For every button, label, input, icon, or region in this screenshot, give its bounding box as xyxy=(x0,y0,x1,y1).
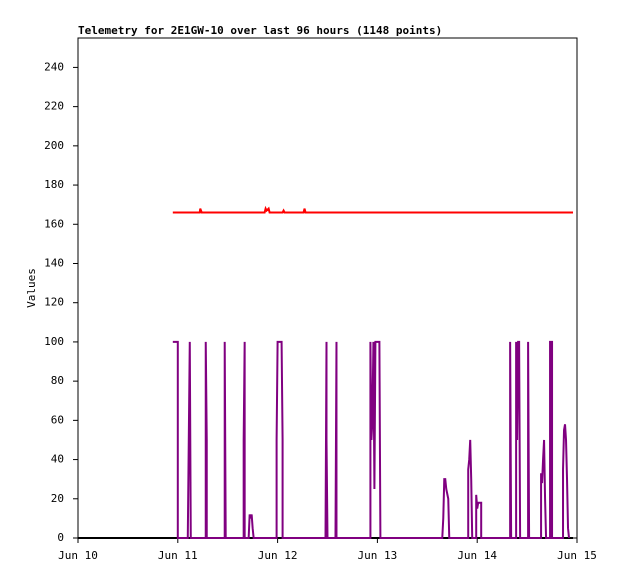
x-tick-label: Jun 10 xyxy=(58,549,98,562)
x-tick-label: Jun 11 xyxy=(158,549,198,562)
chart-title: Telemetry for 2E1GW-10 over last 96 hour… xyxy=(78,24,442,37)
y-tick-label: 180 xyxy=(44,178,64,191)
y-tick-label: 220 xyxy=(44,100,64,113)
series-line xyxy=(172,205,574,214)
y-axis-label: Values xyxy=(25,268,38,308)
x-tick-label: Jun 15 xyxy=(557,549,597,562)
series-line xyxy=(172,340,571,539)
y-tick-label: 240 xyxy=(44,60,64,73)
y-tick-label: 80 xyxy=(51,374,64,387)
y-tick-label: 140 xyxy=(44,256,64,269)
x-tick-label: Jun 12 xyxy=(258,549,298,562)
y-tick-label: 120 xyxy=(44,296,64,309)
y-tick-label: 40 xyxy=(51,453,64,466)
y-tick-label: 160 xyxy=(44,217,64,230)
y-tick-label: 0 xyxy=(57,531,64,544)
y-tick-label: 200 xyxy=(44,139,64,152)
y-tick-label: 60 xyxy=(51,413,64,426)
y-tick-label: 20 xyxy=(51,492,64,505)
x-tick-label: Jun 13 xyxy=(358,549,398,562)
y-tick-label: 100 xyxy=(44,335,64,348)
x-tick-label: Jun 14 xyxy=(457,549,497,562)
